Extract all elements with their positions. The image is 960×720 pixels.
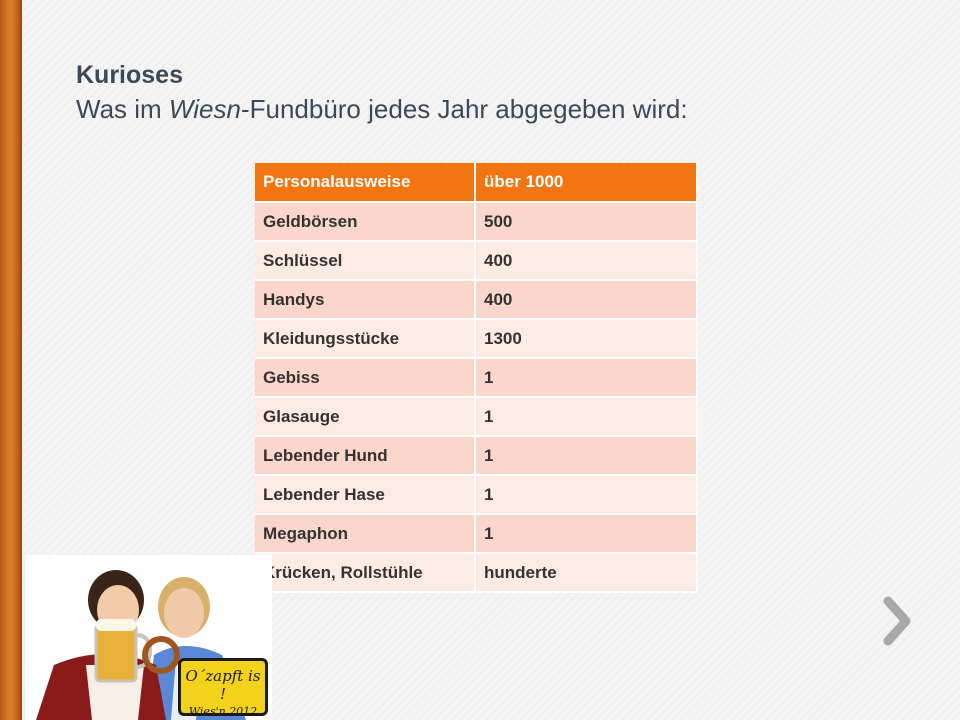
face-shape — [164, 588, 204, 638]
table-row: Lebender Hase 1 — [255, 475, 698, 515]
table-row: Gebiss 1 — [255, 358, 698, 398]
ozapft-is-sign: O´zapft is ! Wies'n 2012 — [178, 658, 268, 718]
item-count: 1 — [475, 397, 698, 437]
table-row: Megaphon 1 — [255, 514, 698, 554]
page-title: Kurioses — [76, 61, 183, 89]
sign-text-line1: O´zapft is ! — [185, 667, 261, 703]
table-row: Kleidungsstücke 1300 — [255, 319, 698, 359]
item-name: Glasauge — [255, 397, 476, 437]
left-accent-bar — [0, 0, 22, 720]
table-row: Geldbörsen 500 — [255, 202, 698, 242]
table-row: Krücken, Rollstühle hunderte — [255, 553, 698, 593]
subtitle-part-2: -Fundbüro jedes Jahr abgegeben wird: — [240, 94, 688, 124]
item-name: Megaphon — [255, 514, 476, 554]
subtitle-part-1: Was im — [76, 94, 169, 124]
table-row: Lebender Hund 1 — [255, 436, 698, 476]
item-name: Gebiss — [255, 358, 476, 398]
pretzel — [142, 636, 180, 674]
table-header-row: Personalausweise über 1000 — [255, 163, 698, 203]
table-header-item: Personalausweise — [255, 163, 476, 203]
item-name: Schlüssel — [255, 241, 476, 281]
lost-items-table: Personalausweise über 1000 Geldbörsen 50… — [255, 163, 698, 593]
page-subtitle: Was im Wiesn-Fundbüro jedes Jahr abgegeb… — [76, 92, 936, 126]
item-count: 400 — [475, 241, 698, 281]
item-count: 1300 — [475, 319, 698, 359]
item-name: Krücken, Rollstühle — [255, 553, 476, 593]
beer-mug — [94, 623, 138, 683]
item-count: 500 — [475, 202, 698, 242]
next-slide-button[interactable] — [880, 595, 916, 647]
item-count: 1 — [475, 358, 698, 398]
item-count: 1 — [475, 436, 698, 476]
table-header-count: über 1000 — [475, 163, 698, 203]
table-row: Schlüssel 400 — [255, 241, 698, 281]
beer-foam — [96, 619, 136, 631]
item-name: Lebender Hund — [255, 436, 476, 476]
slide-title: Kurioses Was im Wiesn-Fundbüro jedes Jah… — [76, 58, 936, 126]
oktoberfest-illustration — [36, 570, 246, 720]
item-count: hunderte — [475, 553, 698, 593]
item-name: Lebender Hase — [255, 475, 476, 515]
chevron-right-icon — [883, 596, 911, 646]
mug-handle — [135, 633, 153, 669]
table-row: Glasauge 1 — [255, 397, 698, 437]
item-count: 400 — [475, 280, 698, 320]
item-count: 1 — [475, 514, 698, 554]
sign-text-line2: Wies'n 2012 — [188, 705, 258, 718]
item-name: Kleidungsstücke — [255, 319, 476, 359]
subtitle-emphasis: Wiesn — [168, 94, 241, 124]
table-row: Handys 400 — [255, 280, 698, 320]
oktoberfest-photo — [26, 555, 272, 720]
item-name: Handys — [255, 280, 476, 320]
item-count: 1 — [475, 475, 698, 515]
item-name: Geldbörsen — [255, 202, 476, 242]
